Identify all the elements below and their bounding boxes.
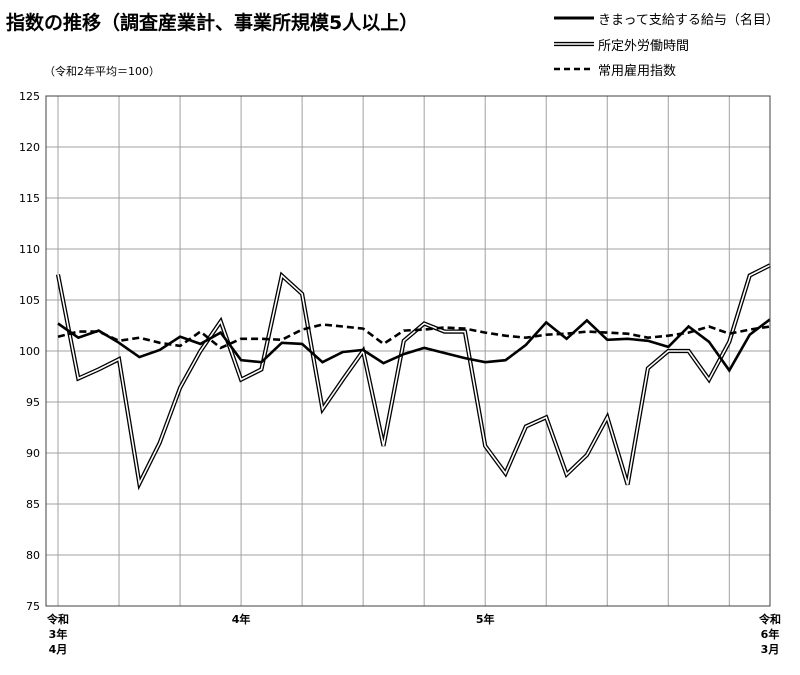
x-tick-label: 5年 [476, 612, 495, 626]
y-axis: 75 80 85 90 95 100 105 110 115 120 125 [19, 90, 40, 613]
y-tick-label: 115 [19, 192, 40, 205]
x-tick-label: 令和 6年 3月 [758, 612, 781, 656]
series-lines [55, 263, 771, 491]
series-line-overtime-inner [57, 264, 771, 487]
legend-label-employment: 常用雇用指数 [598, 64, 677, 79]
y-tick-label: 105 [19, 294, 40, 307]
y-tick-label: 75 [26, 600, 40, 613]
series-line-overtime-outer [55, 263, 771, 491]
legend-label-overtime: 所定外労働時間 [598, 39, 690, 54]
y-tick-label: 90 [26, 447, 40, 460]
y-tick-label: 80 [26, 549, 40, 562]
y-tick-label: 100 [19, 345, 40, 358]
plot-frame [45, 95, 771, 607]
x-axis: 令和 3年 4月 4年 5年 令和 6年 3月 [46, 612, 781, 656]
series-line-wages [57, 318, 771, 373]
legend-double-swatch [554, 41, 594, 47]
y-tick-label: 125 [19, 90, 40, 103]
y-tick-label: 120 [19, 141, 40, 154]
legend-dashed-swatch [554, 67, 594, 71]
x-tick-label: 令和 3年 4月 [46, 612, 69, 656]
x-tick-label: 4年 [232, 612, 251, 626]
y-tick-label: 110 [19, 243, 40, 256]
y-tick-label: 95 [26, 396, 40, 409]
chart-title: 指数の推移（調査産業計、事業所規模5人以上） [6, 12, 419, 34]
series-line-employment [57, 323, 771, 350]
y-tick-label: 85 [26, 498, 40, 511]
legend-solid-swatch [554, 16, 594, 20]
index-base-note: （令和2年平均＝100） [44, 65, 160, 78]
legend-label-wages: きまって支給する給与（名目） [598, 13, 779, 28]
